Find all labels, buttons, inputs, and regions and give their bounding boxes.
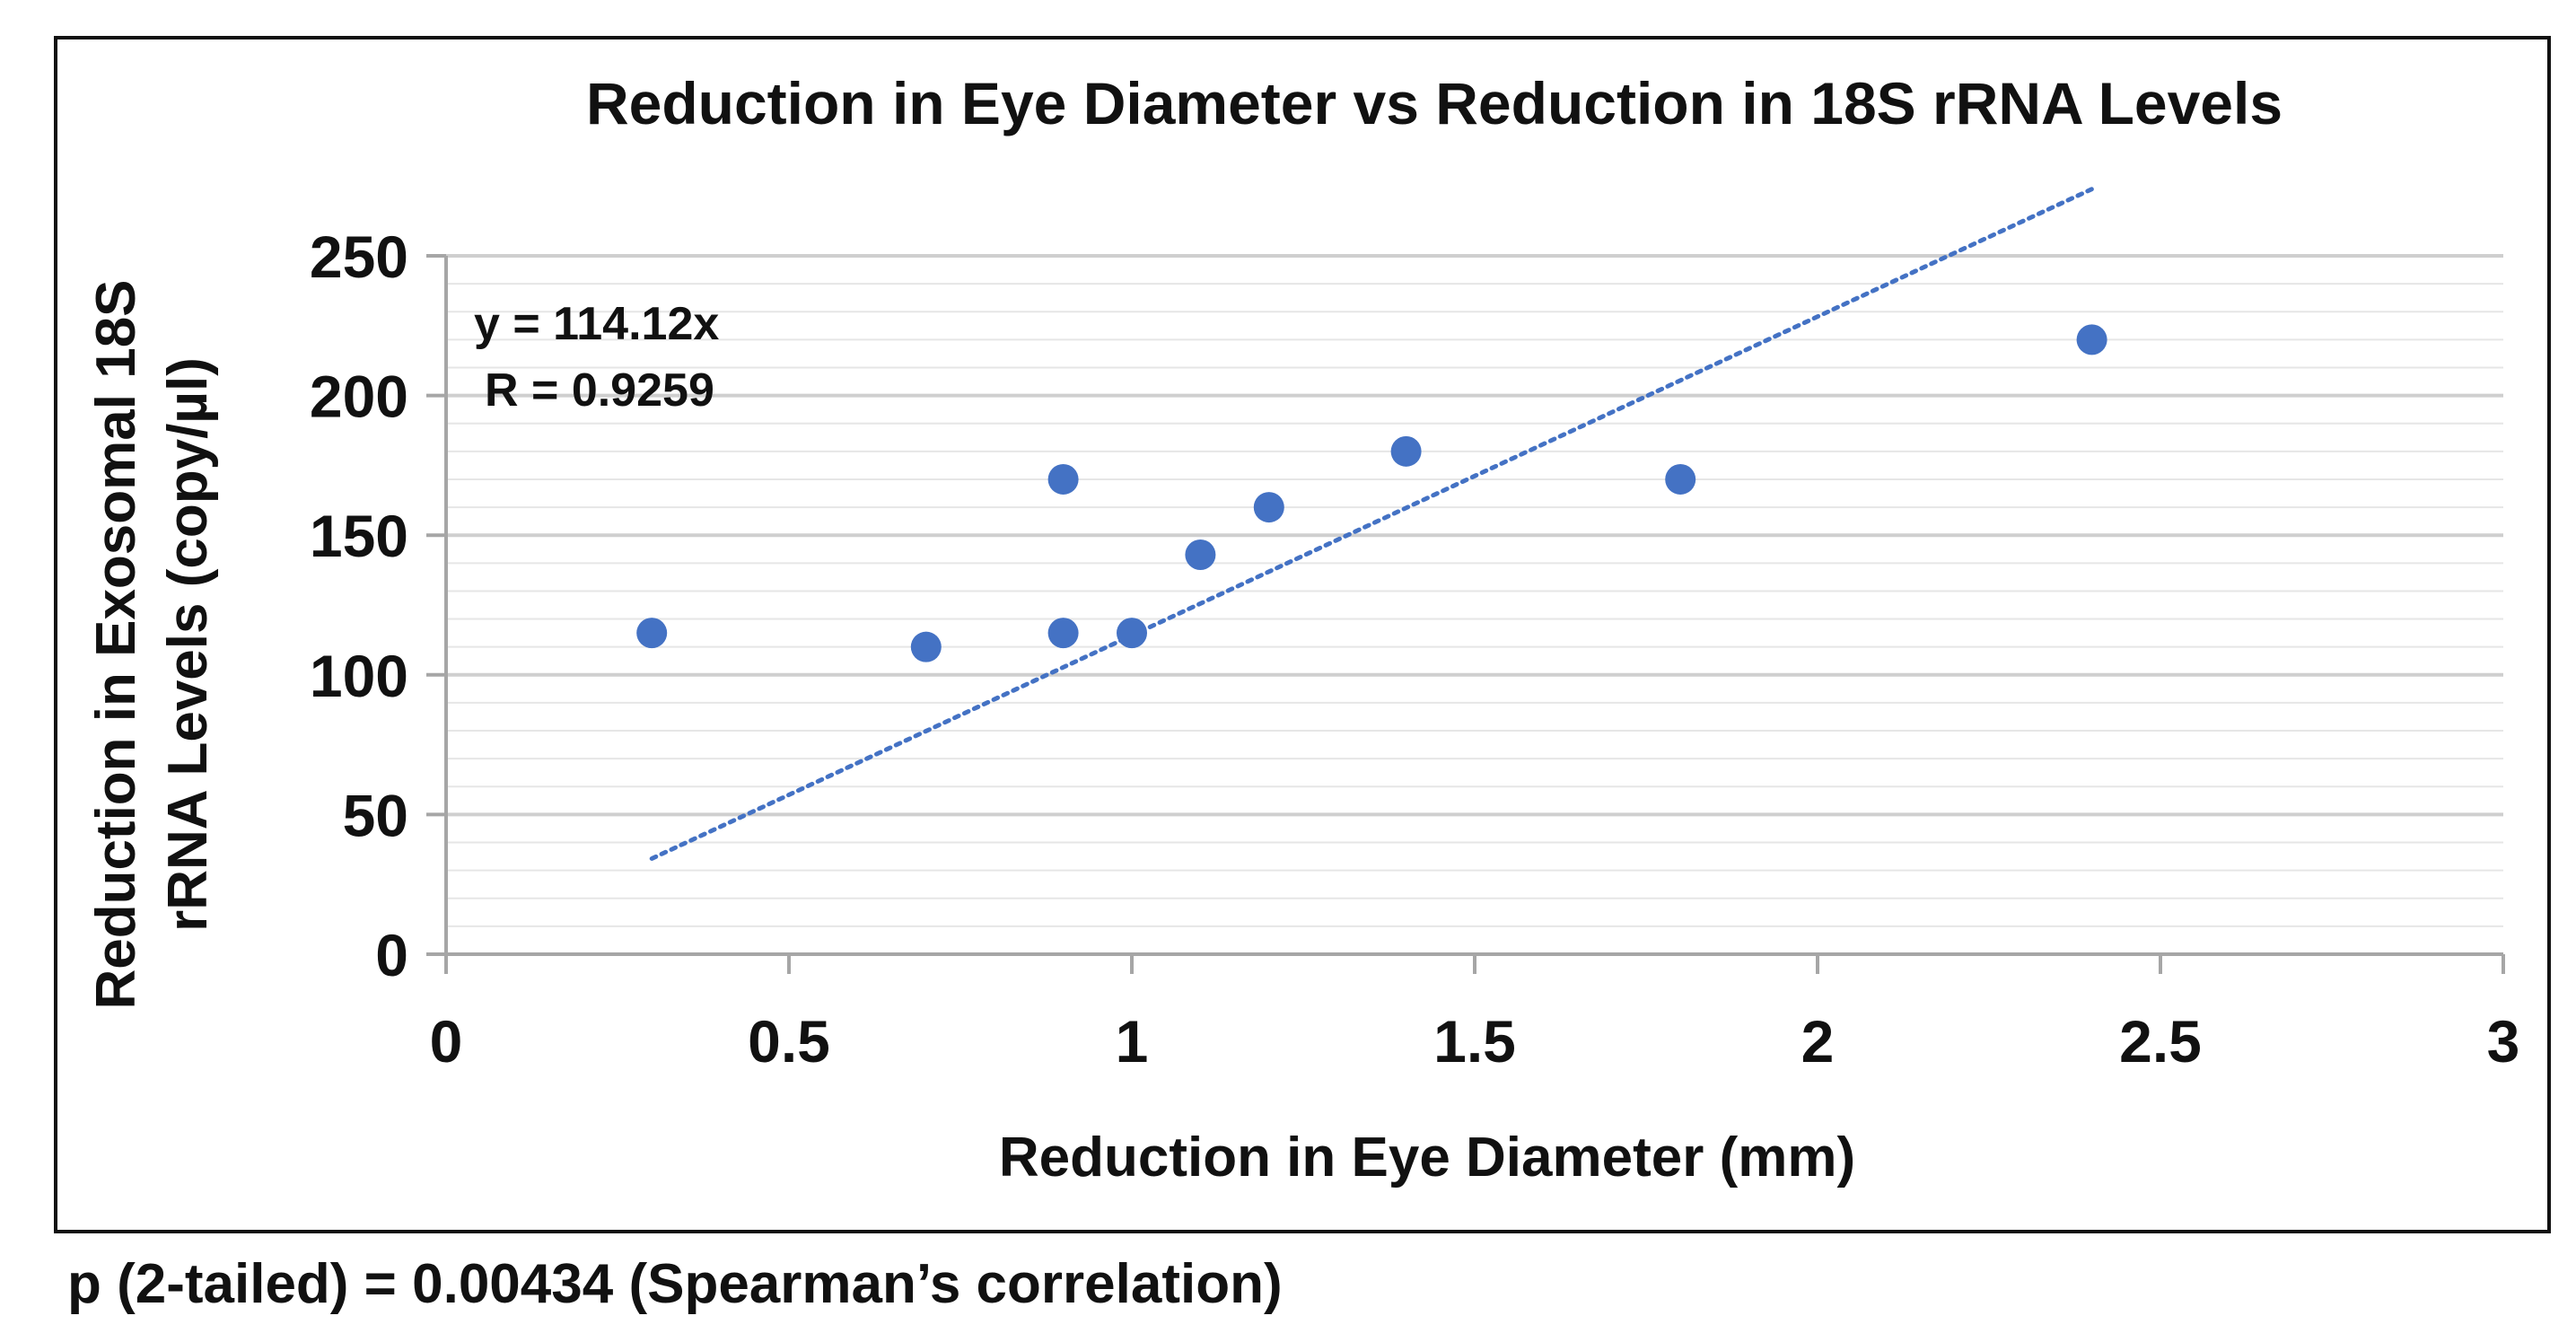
data-point <box>1253 492 1284 523</box>
data-point <box>1390 435 1422 467</box>
y-tick-label: 0 <box>375 922 408 988</box>
equation-annotation: y = 114.12x <box>474 298 719 350</box>
data-point <box>1047 618 1079 649</box>
chart-border <box>54 36 2551 1233</box>
data-point <box>1665 463 1696 495</box>
r-annotation: R = 0.9259 <box>485 364 714 417</box>
data-point <box>2076 324 2107 355</box>
x-tick-label: 2.5 <box>2119 1008 2202 1074</box>
data-point <box>910 631 942 662</box>
trendline <box>649 187 2095 861</box>
x-tick-label: 1 <box>1116 1008 1149 1074</box>
data-point <box>1117 618 1147 649</box>
x-tick-label: 3 <box>2487 1008 2520 1074</box>
x-tick-label: 1.5 <box>1433 1008 1516 1074</box>
x-tick-label: 2 <box>1801 1008 1835 1074</box>
x-tick-label: 0 <box>430 1008 463 1074</box>
x-tick-label: 0.5 <box>748 1008 830 1074</box>
data-point <box>1185 539 1216 570</box>
grid-lines <box>446 254 2503 927</box>
data-points <box>636 324 2107 662</box>
y-tick-label: 100 <box>310 643 408 709</box>
y-axis-label-line1: Reduction in Exosomal 18S <box>85 279 147 1009</box>
y-tick-label: 250 <box>310 224 408 290</box>
x-axis-label: Reduction in Eye Diameter (mm) <box>999 1127 1855 1189</box>
data-point <box>1047 463 1079 495</box>
data-point <box>636 618 668 649</box>
chart-title: Reduction in Eye Diameter vs Reduction i… <box>586 70 2282 136</box>
trendline-line <box>649 187 2095 861</box>
y-axis-label-line2: rRNA Levels (copy/µl) <box>157 357 219 932</box>
axes <box>426 254 2505 974</box>
tick-labels: 0 50 100 150 200 250 0 0.5 1 1.5 2 2.5 3 <box>310 224 2519 1074</box>
y-tick-label: 150 <box>310 503 408 569</box>
y-tick-label: 200 <box>310 364 408 430</box>
spearman-footnote: p (2-tailed) = 0.00434 (Spearman’s corre… <box>67 1253 1283 1315</box>
y-tick-label: 50 <box>343 782 408 848</box>
